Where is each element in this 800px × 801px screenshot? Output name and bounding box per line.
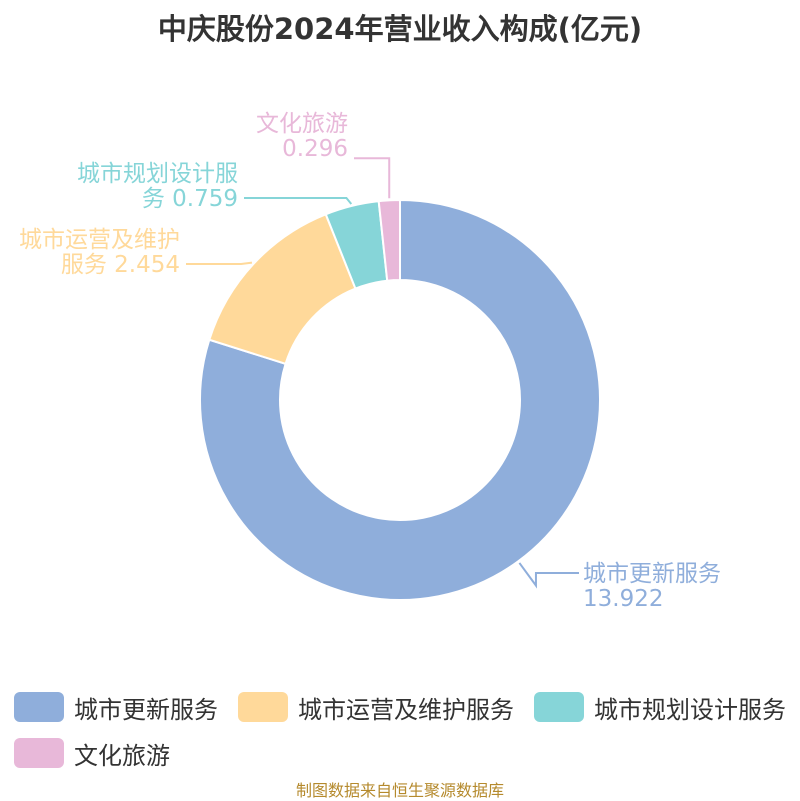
data-label: 服务 2.454 bbox=[61, 252, 180, 278]
legend-swatch bbox=[534, 692, 584, 722]
data-label: 城市规划设计服 bbox=[77, 161, 238, 187]
data-label: 务 0.759 bbox=[142, 186, 238, 212]
legend-swatch bbox=[14, 692, 64, 722]
leader-line bbox=[244, 197, 353, 205]
source-note: 制图数据来自恒生聚源数据库 bbox=[295, 781, 504, 800]
leader-line bbox=[186, 261, 253, 265]
legend-label: 城市更新服务 bbox=[74, 695, 218, 724]
data-label: 0.296 bbox=[282, 136, 348, 162]
data-label: 13.922 bbox=[583, 586, 663, 612]
legend-swatch bbox=[238, 692, 288, 722]
legend-item[interactable]: 城市规划设计服务 bbox=[534, 690, 786, 724]
leader-line bbox=[354, 157, 391, 199]
data-label: 文化旅游 bbox=[256, 111, 348, 137]
leader-line bbox=[518, 562, 579, 589]
legend-label: 文化旅游 bbox=[74, 741, 170, 770]
data-label: 城市更新服务 bbox=[583, 561, 721, 587]
slice-culture-tourism[interactable] bbox=[377, 198, 401, 282]
legend-item[interactable]: 城市运营及维护服务 bbox=[238, 690, 514, 724]
legend-item[interactable]: 城市更新服务 bbox=[14, 690, 218, 724]
chart-title: 中庆股份2024年营业收入构成(亿元) bbox=[157, 12, 643, 46]
slice-urban-renewal[interactable] bbox=[199, 198, 601, 601]
legend-label: 城市规划设计服务 bbox=[594, 695, 786, 724]
legend-swatch bbox=[14, 738, 64, 768]
slice-urban-operation[interactable] bbox=[208, 212, 357, 366]
legend-item[interactable]: 文化旅游 bbox=[14, 736, 170, 770]
legend-label: 城市运营及维护服务 bbox=[298, 695, 514, 724]
data-label: 城市运营及维护 bbox=[19, 227, 180, 253]
